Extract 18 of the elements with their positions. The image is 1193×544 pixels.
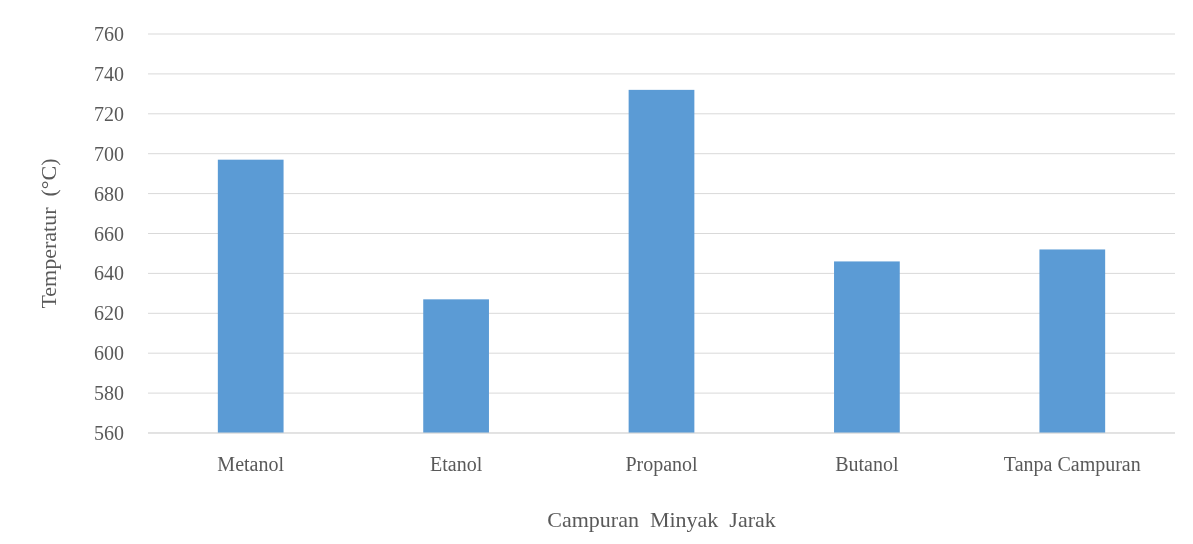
y-tick-label: 680 <box>94 182 124 205</box>
x-tick-label: Metanol <box>217 453 285 475</box>
y-tick-label: 760 <box>94 23 124 45</box>
y-tick-label: 660 <box>94 222 124 245</box>
y-tick-label: 560 <box>94 422 124 444</box>
y-tick-label: 720 <box>94 102 124 125</box>
x-tick-label: Propanol <box>625 453 699 476</box>
x-tick-label: Etanol <box>429 453 483 475</box>
x-axis-title: Campuran Minyak Jarak <box>547 507 776 532</box>
y-tick-label: 600 <box>94 342 124 365</box>
y-tick-label: 620 <box>94 302 124 325</box>
y-tick-label: 740 <box>94 62 124 85</box>
y-tick-label: 580 <box>94 382 124 405</box>
y-axis-title: Temperatur (°C) <box>36 158 61 309</box>
x-tick-label: Tanpa Campuran <box>1003 453 1141 476</box>
y-tick-label: 640 <box>94 262 124 285</box>
y-tick-label: 700 <box>94 142 124 165</box>
x-tick-label: Butanol <box>835 453 899 475</box>
